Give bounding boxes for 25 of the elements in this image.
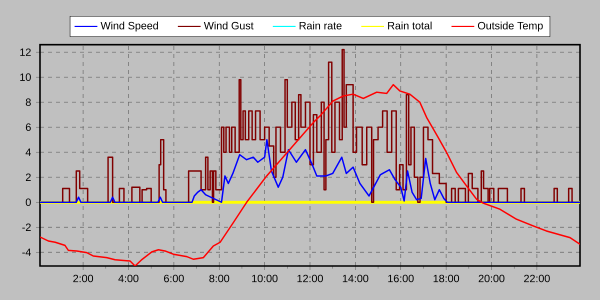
x-tick-label: 4:00	[118, 274, 138, 282]
x-tick-label: 12:00	[297, 274, 323, 282]
x-tick-label: 18:00	[434, 274, 460, 282]
legend-label: Rain total	[388, 22, 432, 30]
y-tick-label: 4	[26, 148, 31, 156]
legend-label: Wind Gust	[204, 22, 254, 30]
x-tick-label: 16:00	[388, 274, 414, 282]
x-tick-label: 10:00	[252, 274, 278, 282]
y-tick-label: 8	[26, 98, 31, 106]
y-tick-label: -4	[22, 248, 31, 256]
legend-label: Wind Speed	[100, 22, 158, 32]
x-tick-label: 22:00	[524, 274, 550, 282]
y-tick-label: -2	[22, 224, 31, 231]
y-tick-label: 10	[20, 73, 31, 81]
x-tick-label: 14:00	[342, 274, 368, 282]
x-tick-label: 20:00	[478, 274, 504, 282]
x-tick-label: 2:00	[73, 274, 94, 282]
x-tick-label: 6:00	[164, 274, 184, 282]
legend-label: Outside Temp	[478, 22, 543, 32]
y-tick-label: 12	[20, 48, 31, 56]
y-tick-label: 6	[26, 123, 31, 131]
x-tick-label: 8:00	[209, 274, 230, 282]
y-tick-label: 2	[26, 174, 31, 181]
legend-label: Rain rate	[300, 22, 342, 30]
y-tick-label: 0	[26, 198, 31, 206]
